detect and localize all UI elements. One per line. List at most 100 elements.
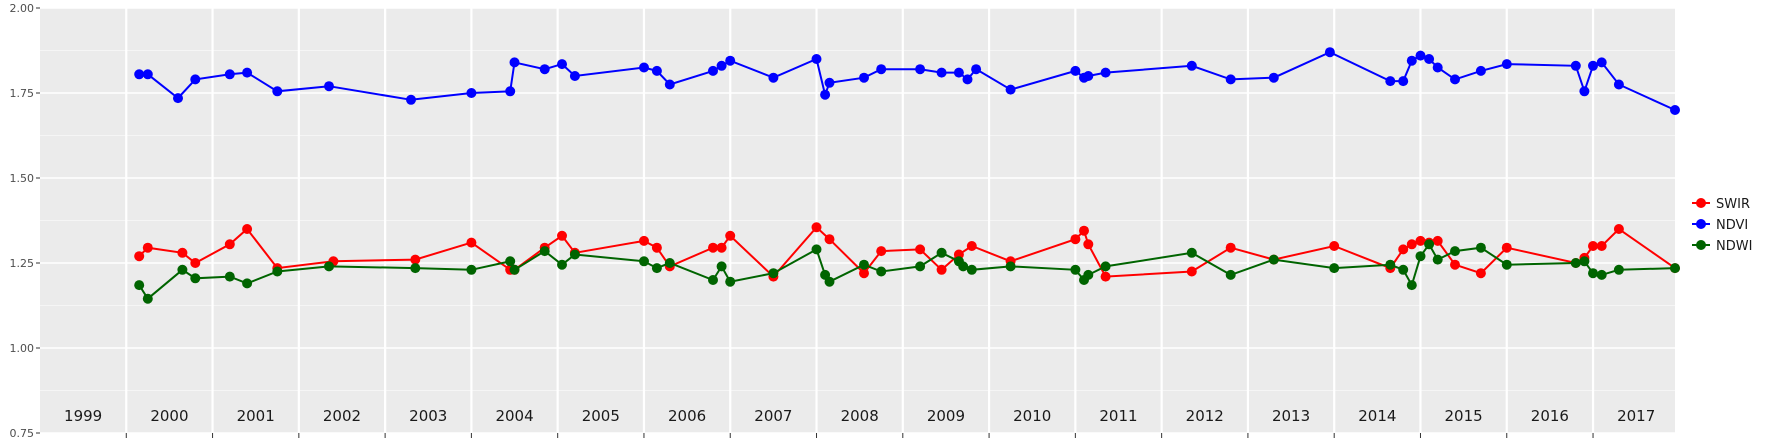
data-point-ndvi <box>708 65 718 76</box>
data-point-ndwi <box>569 249 580 260</box>
data-point-ndvi <box>1588 60 1598 71</box>
data-point-ndwi <box>410 263 421 274</box>
data-point-ndvi <box>971 64 982 75</box>
year-label: 2012 <box>1186 407 1224 425</box>
data-point-ndwi <box>824 276 835 287</box>
year-label: 2003 <box>409 407 447 425</box>
legend-item-ndwi: NDWI <box>1692 239 1752 254</box>
data-point-ndvi <box>953 67 964 78</box>
data-point-swir <box>1613 224 1624 234</box>
data-point-ndvi <box>915 64 926 75</box>
data-point-ndvi <box>664 79 675 90</box>
data-point-ndvi <box>557 59 567 70</box>
data-point-ndvi <box>716 60 727 71</box>
data-point-swir <box>224 239 235 250</box>
data-point-ndvi <box>1415 50 1426 61</box>
minor-gridlines <box>40 50 1675 391</box>
data-point-ndvi <box>824 77 835 88</box>
data-point-ndvi <box>1385 76 1396 87</box>
data-point-ndwi <box>509 264 520 275</box>
year-label: 2005 <box>582 407 620 425</box>
year-label: 2014 <box>1358 407 1396 425</box>
data-point-ndvi <box>505 86 516 97</box>
data-point-ndwi <box>142 293 153 304</box>
data-point-swir <box>1501 242 1512 253</box>
y-tick-label: 0.75 <box>10 427 35 440</box>
data-point-ndvi <box>242 67 253 78</box>
legend-key-point <box>1696 219 1706 229</box>
data-point-ndvi <box>1432 62 1443 73</box>
data-point-ndwi <box>708 275 718 285</box>
series-ndwi <box>134 239 1680 304</box>
data-point-ndwi <box>1398 264 1409 275</box>
data-point-ndwi <box>1501 259 1512 270</box>
series-layer <box>134 47 1680 304</box>
year-label: 2016 <box>1531 407 1569 425</box>
data-point-ndvi <box>1186 60 1197 71</box>
data-point-ndwi <box>1432 254 1443 265</box>
data-point-ndvi <box>1406 55 1417 66</box>
data-point-swir <box>651 242 662 253</box>
data-point-swir <box>876 246 887 257</box>
data-point-ndvi <box>1324 47 1335 58</box>
data-point-ndvi <box>466 88 477 98</box>
data-point-swir <box>915 244 926 255</box>
data-point-swir <box>824 234 835 245</box>
data-point-ndwi <box>651 263 662 274</box>
year-label: 2008 <box>841 407 879 425</box>
data-point-ndvi <box>936 67 947 78</box>
data-point-ndwi <box>177 264 188 275</box>
year-label: 2017 <box>1617 407 1655 425</box>
data-point-ndvi <box>1268 72 1279 83</box>
data-point-swir <box>466 237 477 248</box>
data-point-ndwi <box>768 268 779 279</box>
legend-item-ndvi: NDVI <box>1692 218 1748 233</box>
data-point-swir <box>1596 241 1607 251</box>
data-point-ndvi <box>569 71 580 81</box>
data-point-ndvi <box>820 89 831 100</box>
data-point-ndwi <box>1100 261 1111 272</box>
data-point-ndvi <box>1398 76 1409 87</box>
year-label: 2015 <box>1445 407 1483 425</box>
data-point-ndvi <box>651 65 662 76</box>
data-point-ndvi <box>859 72 869 83</box>
y-tick-label: 2.00 <box>10 2 35 15</box>
data-point-ndvi <box>134 69 145 80</box>
data-point-ndvi <box>962 74 973 85</box>
data-point-swir <box>716 242 727 253</box>
year-label: 2007 <box>754 407 792 425</box>
data-point-ndwi <box>915 261 926 272</box>
data-point-swir <box>1070 234 1081 245</box>
data-point-ndwi <box>1329 263 1340 274</box>
data-point-ndwi <box>190 273 201 284</box>
data-point-ndvi <box>1450 74 1460 85</box>
data-point-ndwi <box>1225 269 1236 280</box>
data-point-ndvi <box>1613 79 1624 90</box>
data-point-ndvi <box>811 54 822 64</box>
data-point-ndwi <box>1670 263 1680 274</box>
data-point-swir <box>142 242 153 253</box>
data-point-ndwi <box>664 258 675 268</box>
data-point-ndvi <box>224 69 235 80</box>
year-label: 1999 <box>64 407 102 425</box>
data-point-ndwi <box>966 264 977 275</box>
data-point-ndwi <box>1415 251 1426 262</box>
legend-label: NDVI <box>1716 218 1748 233</box>
data-point-swir <box>1225 242 1236 253</box>
y-tick-label: 1.25 <box>10 257 35 270</box>
data-point-swir <box>1079 225 1089 236</box>
data-point-ndvi <box>190 74 201 85</box>
data-point-swir <box>410 254 421 265</box>
data-point-ndvi <box>1475 65 1486 76</box>
y-tick-label: 1.75 <box>10 87 35 100</box>
data-point-swir <box>1329 241 1340 251</box>
data-point-ndwi <box>1083 269 1094 280</box>
data-point-swir <box>811 222 822 233</box>
data-point-ndvi <box>1100 67 1111 78</box>
data-point-ndwi <box>1005 261 1016 272</box>
data-point-ndvi <box>1570 60 1581 71</box>
data-point-swir <box>1415 235 1426 246</box>
data-point-ndvi <box>1596 57 1607 68</box>
year-label: 2009 <box>927 407 965 425</box>
